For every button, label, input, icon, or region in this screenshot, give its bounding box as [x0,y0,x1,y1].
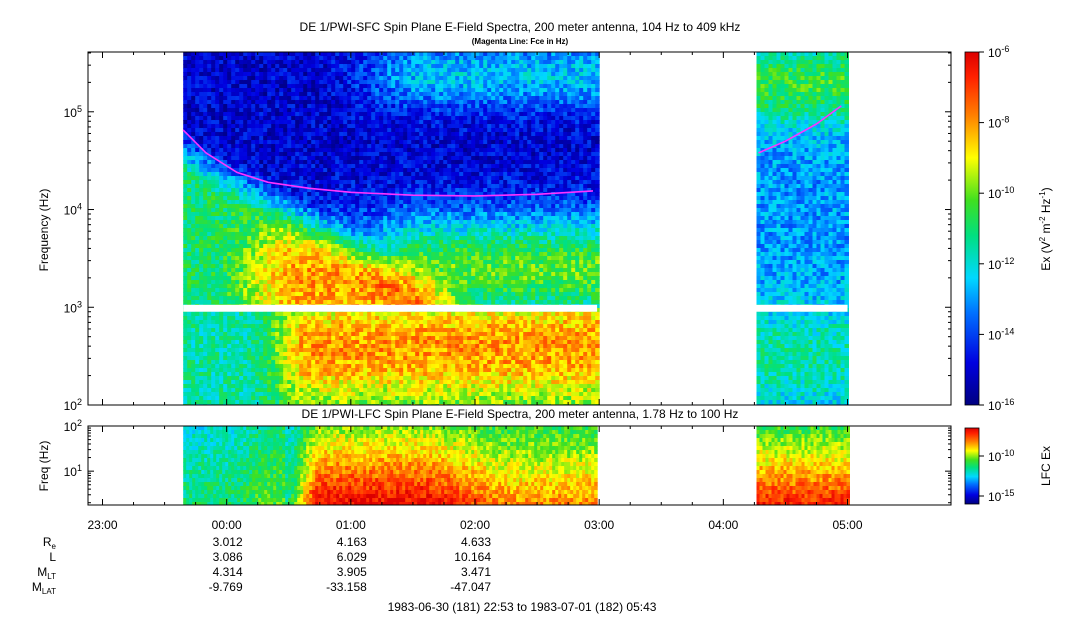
time-tick-label-5: 04:00 [708,518,738,532]
fce-line-segment-1 [182,129,594,197]
bottom-spectrogram [183,426,850,505]
top-colorbar-tick-5: 10-16 [988,397,1014,413]
top-spectrogram-gaps [183,304,848,312]
bottom-colorbar [964,427,980,505]
top-y-tick-label-2: 104 [64,202,82,218]
top-panel-subtitle: (Magenta Line: Fce in Hz) [472,37,569,46]
time-range-footer: 1983-06-30 (181) 22:53 to 1983-07-01 (18… [388,600,657,614]
bottom-panel-title: DE 1/PWI-LFC Spin Plane E-Field Spectra,… [302,407,739,421]
ephemeris-value-1-1: 6.029 [337,550,367,564]
bottom-plot-frame [87,425,952,506]
ephemeris-value-2-0: 4.314 [213,565,243,579]
ephemeris-value-3-1: -33.158 [326,580,367,594]
bottom-y-tick-label-1: 102 [64,418,82,434]
top-spectrogram [183,52,849,405]
ephemeris-value-2-1: 3.905 [337,565,367,579]
ephemeris-label-1: L [49,550,56,564]
ephemeris-value-2-2: 3.471 [461,565,491,579]
ephemeris-value-3-2: -47.047 [450,580,491,594]
ephemeris-value-3-0: -9.769 [209,580,243,594]
ephemeris-label-2: MLT [37,565,56,581]
top-colorbar-tick-1: 10-8 [988,115,1009,131]
top-y-axis: 102 103 104 105 [64,52,951,413]
top-colorbar-label: Ex (V2 m-2 Hz-1) [1038,187,1053,270]
top-colorbar-tick-3: 10-12 [988,256,1014,272]
top-panel-title: DE 1/PWI-SFC Spin Plane E-Field Spectra,… [300,20,741,34]
top-plot-frame [87,51,952,406]
time-tick-label-2: 01:00 [336,518,366,532]
time-tick-label-6: 05:00 [833,518,863,532]
time-tick-label-1: 00:00 [212,518,242,532]
time-axis: 23:00 00:00 01:00 02:00 03:00 04:00 05:00 [87,52,863,532]
ephemeris-value-1-2: 10.164 [454,550,491,564]
ephemeris-value-0-1: 4.163 [337,535,367,549]
top-y-axis-label: Frequency (Hz) [37,189,51,272]
bottom-colorbar-tick-0: 10-10 [988,448,1014,464]
time-tick-label-0: 23:00 [87,518,117,532]
ephemeris-label-0: Re [43,535,57,551]
time-tick-label-4: 03:00 [584,518,614,532]
bottom-y-tick-label-0: 101 [64,463,82,479]
ephemeris-value-0-0: 3.012 [213,535,243,549]
bottom-colorbar-label: LFC Ex [1039,446,1053,486]
time-tick-label-3: 02:00 [460,518,490,532]
top-colorbar-tick-4: 10-14 [988,326,1014,342]
top-y-tick-label-3: 105 [64,104,82,120]
bottom-colorbar-ticks: 10-10 10-15 [979,448,1014,504]
bottom-y-axis-label: Freq (Hz) [37,441,51,492]
top-colorbar-tick-2: 10-10 [988,185,1014,201]
bottom-y-axis: 101 102 [64,418,951,504]
ephemeris-label-3: MLAT [32,580,56,596]
ephemeris-table: Re 3.012 4.163 4.633 L 3.086 6.029 10.164 MLT 4.3… [32,535,491,596]
top-colorbar [964,51,980,406]
fce-line-segment-2 [758,105,842,154]
top-y-tick-label-1: 103 [64,299,82,315]
top-colorbar-ticks: 10-6 10-8 10-10 10-12 10-14 10-16 [979,44,1014,413]
ephemeris-value-0-2: 4.633 [461,535,491,549]
top-colorbar-tick-0: 10-6 [988,44,1009,60]
top-y-tick-label-0: 102 [64,397,82,413]
bottom-colorbar-tick-1: 10-15 [988,488,1014,504]
ephemeris-value-1-0: 3.086 [213,550,243,564]
